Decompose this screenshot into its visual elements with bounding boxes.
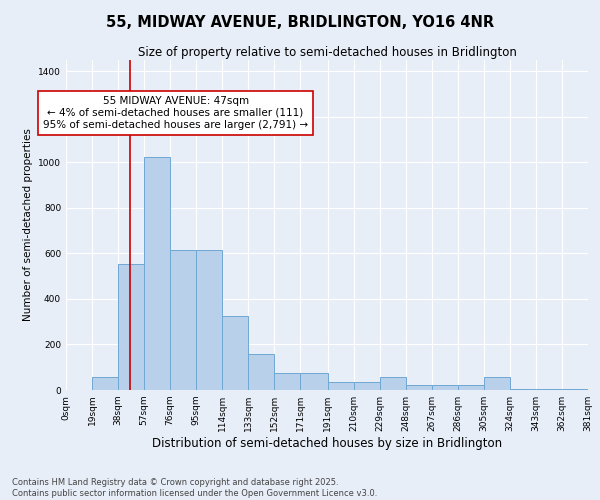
Bar [144, 156, 170, 390]
Bar [562, 389, 588, 390]
Y-axis label: Number of semi-detached properties: Number of semi-detached properties [23, 128, 32, 322]
Bar [196, 250, 222, 390]
Bar [406, 386, 432, 390]
X-axis label: Distribution of semi-detached houses by size in Bridlington: Distribution of semi-detached houses by … [152, 437, 502, 450]
Bar [222, 316, 248, 390]
Bar [510, 389, 536, 390]
Bar [458, 386, 484, 390]
Bar [432, 386, 458, 390]
Text: 55, MIDWAY AVENUE, BRIDLINGTON, YO16 4NR: 55, MIDWAY AVENUE, BRIDLINGTON, YO16 4NR [106, 15, 494, 30]
Bar [380, 378, 406, 390]
Bar [92, 378, 118, 390]
Bar [118, 264, 144, 390]
Bar [170, 250, 196, 390]
Text: 55 MIDWAY AVENUE: 47sqm
← 4% of semi-detached houses are smaller (111)
95% of se: 55 MIDWAY AVENUE: 47sqm ← 4% of semi-det… [43, 96, 308, 130]
Bar [484, 378, 510, 390]
Bar [274, 373, 300, 390]
Bar [328, 382, 354, 390]
Bar [300, 373, 328, 390]
Bar [354, 382, 380, 390]
Bar [248, 354, 274, 390]
Bar [536, 389, 562, 390]
Title: Size of property relative to semi-detached houses in Bridlington: Size of property relative to semi-detach… [137, 46, 517, 59]
Text: Contains HM Land Registry data © Crown copyright and database right 2025.
Contai: Contains HM Land Registry data © Crown c… [12, 478, 377, 498]
